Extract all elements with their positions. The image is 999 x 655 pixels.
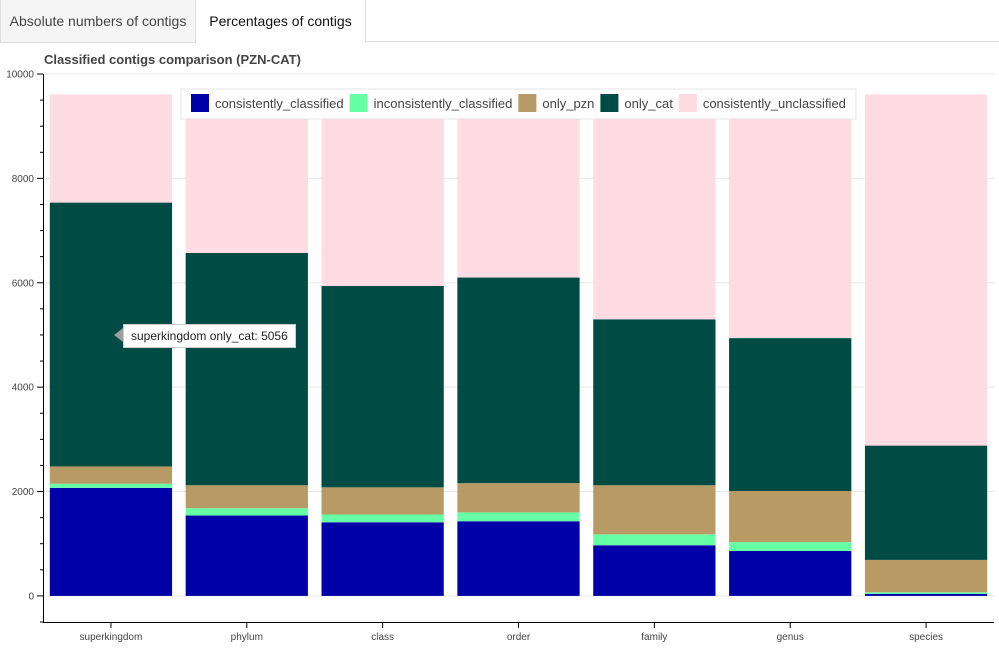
x-tick-label-family: family bbox=[641, 632, 667, 643]
bar-family-only_cat[interactable] bbox=[593, 319, 716, 486]
bar-phylum-consistently_classified[interactable] bbox=[185, 515, 308, 596]
y-tick-label: 8000 bbox=[12, 174, 35, 185]
legend-label-consistently_classified[interactable]: consistently_classified bbox=[215, 96, 344, 111]
legend-label-consistently_unclassified[interactable]: consistently_unclassified bbox=[703, 96, 846, 111]
bar-order-only_cat[interactable] bbox=[457, 277, 580, 484]
y-tick-label: 6000 bbox=[12, 278, 35, 289]
bar-family-inconsistently_classified[interactable] bbox=[593, 534, 716, 546]
bar-order-consistently_classified[interactable] bbox=[457, 521, 580, 596]
legend-swatch-consistently_classified[interactable] bbox=[191, 94, 209, 112]
bar-class-consistently_classified[interactable] bbox=[321, 522, 444, 596]
bar-phylum-only_cat[interactable] bbox=[185, 253, 308, 486]
y-tick-label: 10000 bbox=[6, 70, 34, 81]
bar-order-only_pzn[interactable] bbox=[457, 483, 580, 513]
hover-tooltip: superkingdom only_cat: 5056 bbox=[123, 324, 296, 348]
bar-order-inconsistently_classified[interactable] bbox=[457, 512, 580, 522]
bar-genus-only_cat[interactable] bbox=[729, 338, 852, 492]
bar-order-consistently_unclassified[interactable] bbox=[457, 94, 580, 278]
axes: 0 2000 4000 6000 8000 10000 superkingdom phylum… bbox=[6, 70, 994, 643]
bar-class-inconsistently_classified[interactable] bbox=[321, 514, 444, 523]
bar-class-consistently_unclassified[interactable] bbox=[321, 94, 444, 286]
x-tick-label-genus: genus bbox=[777, 632, 804, 643]
bar-genus-only_pzn[interactable] bbox=[729, 491, 852, 543]
y-tick-label: 0 bbox=[28, 591, 34, 602]
legend: consistently_classified inconsistently_cl… bbox=[180, 88, 857, 120]
tooltip-arrow bbox=[114, 328, 123, 342]
legend-swatch-consistently_unclassified[interactable] bbox=[678, 94, 697, 112]
bar-phylum-only_pzn[interactable] bbox=[185, 485, 308, 509]
bar-family-consistently_classified[interactable] bbox=[593, 545, 716, 596]
bar-phylum-inconsistently_classified[interactable] bbox=[185, 508, 308, 516]
tab-bar: Absolute numbers of contigs Percentages … bbox=[0, 0, 999, 43]
bar-superkingdom-consistently_unclassified[interactable] bbox=[49, 94, 173, 203]
x-tick-label-order: order bbox=[507, 632, 531, 643]
bar-family-only_pzn[interactable] bbox=[593, 485, 716, 535]
chart-title: Classified contigs comparison (PZN-CAT) bbox=[44, 52, 301, 67]
bar-species-only_cat[interactable] bbox=[864, 445, 988, 560]
bar-superkingdom-only_pzn[interactable] bbox=[49, 466, 173, 484]
bar-class-only_pzn[interactable] bbox=[321, 487, 444, 515]
bar-genus-consistently_classified[interactable] bbox=[729, 551, 852, 596]
bar-family-consistently_unclassified[interactable] bbox=[593, 94, 716, 320]
x-tick-label-superkingdom: superkingdom bbox=[80, 632, 143, 643]
y-tick-label: 2000 bbox=[12, 487, 35, 498]
legend-label-inconsistently_classified[interactable]: inconsistently_classified bbox=[374, 96, 513, 111]
legend-label-only_pzn[interactable]: only_pzn bbox=[542, 96, 594, 111]
bar-genus-consistently_unclassified[interactable] bbox=[729, 94, 852, 339]
tab-percentages[interactable]: Percentages of contigs bbox=[196, 0, 366, 43]
bar-species-only_pzn[interactable] bbox=[864, 559, 988, 593]
bar-superkingdom-consistently_classified[interactable] bbox=[49, 487, 173, 596]
bar-phylum-consistently_unclassified[interactable] bbox=[185, 94, 308, 254]
tab-absolute-numbers[interactable]: Absolute numbers of contigs bbox=[0, 0, 196, 43]
y-tick-label: 4000 bbox=[12, 383, 35, 394]
legend-label-only_cat[interactable]: only_cat bbox=[624, 96, 673, 111]
bars bbox=[49, 94, 988, 596]
bar-species-inconsistently_classified[interactable] bbox=[864, 592, 988, 594]
bar-superkingdom-inconsistently_classified[interactable] bbox=[49, 483, 173, 488]
bar-species-consistently_classified[interactable] bbox=[864, 593, 988, 596]
legend-swatch-inconsistently_classified[interactable] bbox=[349, 94, 368, 112]
x-tick-label-phylum: phylum bbox=[231, 632, 263, 643]
bar-species-consistently_unclassified[interactable] bbox=[864, 94, 988, 446]
x-tick-label-class: class bbox=[371, 632, 394, 643]
bar-class-only_cat[interactable] bbox=[321, 285, 444, 488]
legend-swatch-only_pzn[interactable] bbox=[518, 94, 537, 112]
bar-genus-inconsistently_classified[interactable] bbox=[729, 542, 852, 552]
x-tick-label-species: species bbox=[909, 632, 943, 643]
legend-swatch-only_cat[interactable] bbox=[600, 94, 619, 112]
